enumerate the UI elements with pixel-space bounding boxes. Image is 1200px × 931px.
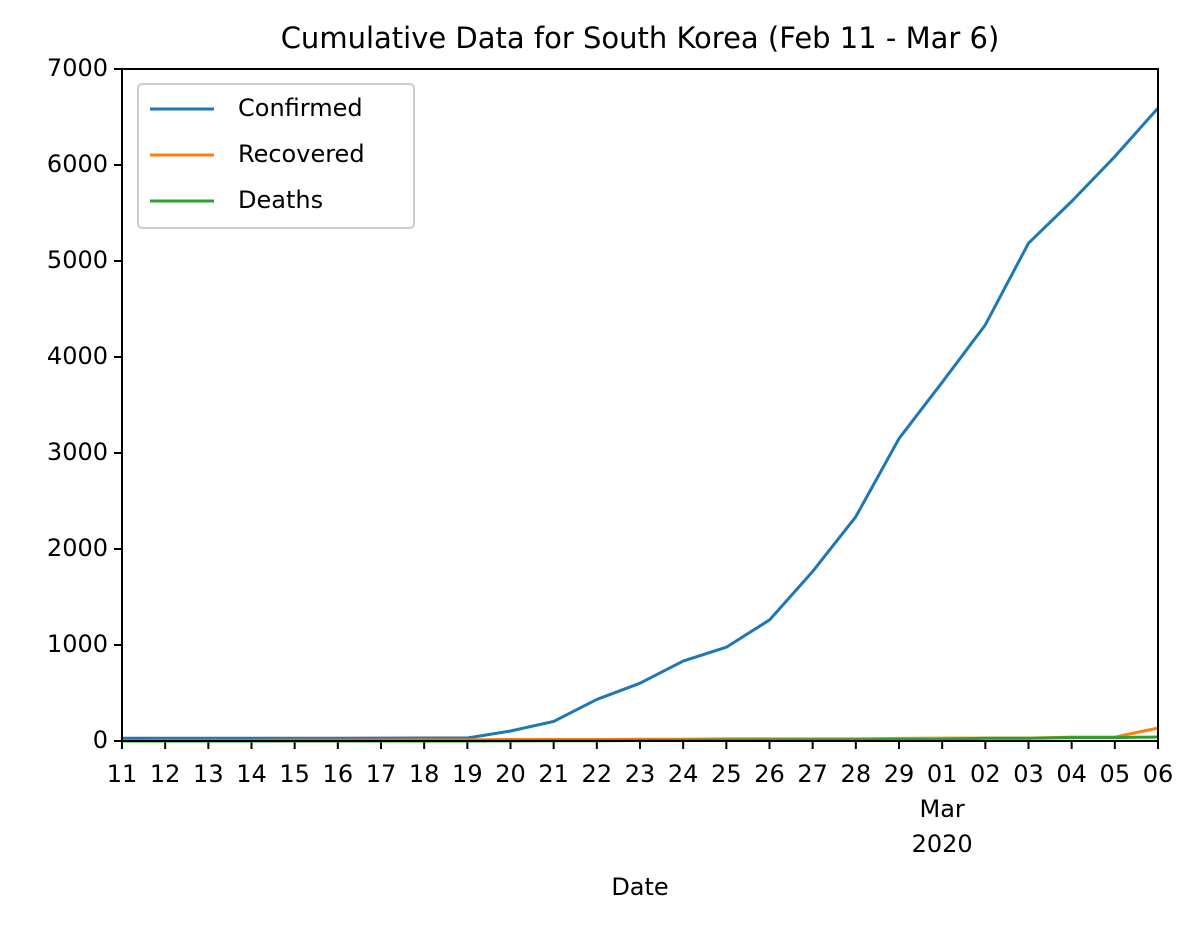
x-tick-label: 28: [841, 760, 872, 788]
x-tick-label: 11: [107, 760, 138, 788]
x-tick-label: 26: [754, 760, 785, 788]
x-tick-label: 05: [1100, 760, 1131, 788]
chart-title: Cumulative Data for South Korea (Feb 11 …: [281, 21, 1000, 55]
x-tick-label: 04: [1056, 760, 1087, 788]
x-tick-label: 03: [1013, 760, 1044, 788]
x-tick-label: 20: [495, 760, 526, 788]
x-axis-label: Date: [611, 873, 668, 901]
x-tick-label: 18: [409, 760, 440, 788]
x-tick-label: 15: [279, 760, 310, 788]
x-tick-label: 19: [452, 760, 483, 788]
x-tick-label: 22: [582, 760, 613, 788]
x-tick-label: 29: [884, 760, 915, 788]
series-line: [122, 107, 1160, 740]
y-tick-label: 6000: [47, 150, 108, 178]
x-tick-label: 27: [797, 760, 828, 788]
y-tick-label: 4000: [47, 342, 108, 370]
x-tick-label: 13: [193, 760, 224, 788]
y-tick-label: 3000: [47, 438, 108, 466]
x-tick-label: 25: [711, 760, 742, 788]
y-tick-label: 5000: [47, 246, 108, 274]
x-tick-label: 01: [927, 760, 958, 788]
x-tick-label: 23: [625, 760, 656, 788]
x-tick-label: 21: [538, 760, 569, 788]
x-month-label: Mar: [920, 795, 965, 823]
x-tick-label: 24: [668, 760, 699, 788]
x-tick-label: 17: [366, 760, 397, 788]
x-year-label: 2020: [912, 830, 973, 858]
x-tick-label: 14: [236, 760, 267, 788]
y-tick-label: 1000: [47, 630, 108, 658]
legend-label: Recovered: [238, 140, 365, 168]
x-tick-label: 06: [1143, 760, 1174, 788]
y-tick-label: 2000: [47, 534, 108, 562]
y-tick-label: 7000: [47, 54, 108, 82]
x-tick-label: 16: [323, 760, 354, 788]
plot-frame: [121, 68, 1159, 742]
x-tick-label: 12: [150, 760, 181, 788]
legend-label: Confirmed: [238, 94, 363, 122]
x-tick-label: 02: [970, 760, 1001, 788]
y-tick-label: 0: [93, 726, 108, 754]
legend-box: [137, 83, 415, 229]
legend-label: Deaths: [238, 186, 323, 214]
